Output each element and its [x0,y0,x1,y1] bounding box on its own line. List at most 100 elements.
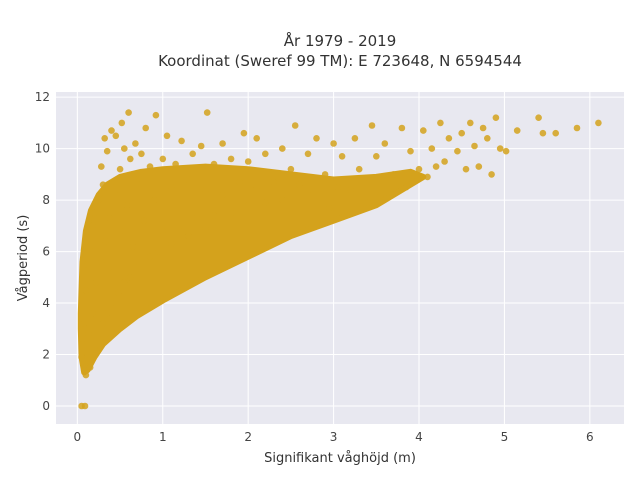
data-point [84,261,91,268]
data-point [398,124,406,132]
data-point [539,129,547,137]
data-point [168,240,175,248]
data-point [197,142,205,150]
data-point [159,155,167,163]
data-point [210,212,218,219]
y-tick-label: 2 [42,348,50,362]
data-point [98,258,105,266]
data-point [244,158,252,165]
data-point [210,160,218,168]
x-tick-label: 3 [330,430,338,444]
data-point [121,279,128,286]
data-point [296,181,303,188]
data-point [125,109,132,116]
data-point [95,196,102,204]
data-point [118,119,126,127]
data-point [129,243,137,250]
scatter-density-core [77,163,427,376]
data-point [415,165,423,173]
data-point [99,181,107,188]
data-point [326,204,333,212]
data-point [552,129,559,137]
data-point [79,335,86,343]
data-point [432,163,440,170]
data-point [219,140,226,147]
data-point [407,147,414,155]
data-point [108,299,115,307]
y-axis-title: Vågperiod (s) [16,215,31,302]
data-point [92,279,100,286]
data-point [101,135,108,142]
data-point [146,253,154,260]
data-point [513,127,521,134]
data-point [116,227,124,235]
data-point [82,371,90,379]
data-point [321,171,329,178]
data-point [219,191,226,199]
data-point [402,183,410,191]
data-point [484,135,491,142]
data-point [115,289,122,297]
data-point [240,129,248,137]
data-point [373,153,380,160]
data-point [227,209,235,217]
data-point [98,163,105,170]
data-point [377,191,384,199]
x-axis-title: Signifikant våghöjd (m) [264,451,416,466]
data-point [163,132,171,140]
data-point [91,346,98,353]
data-point [106,214,114,222]
data-point [262,150,269,158]
data-point [390,171,397,178]
data-point [112,132,120,140]
data-point [467,119,474,127]
data-point [502,147,510,155]
data-point [253,135,260,142]
data-point [95,330,102,338]
data-point [334,183,342,191]
data-point [89,310,96,317]
y-tick-label: 4 [42,296,50,310]
y-tick-label: 12 [35,90,50,104]
data-point [112,186,120,194]
chart-title-line-2: Koordinat (Sweref 99 TM): E 723648, N 65… [158,52,522,70]
data-point [89,222,96,230]
data-point [441,158,448,165]
x-tick-label: 6 [586,430,594,444]
data-point [347,186,355,194]
data-point [338,153,346,160]
data-point [185,176,192,183]
data-point [121,145,128,152]
data-point [146,163,154,170]
data-point [185,232,192,240]
data-point [82,286,90,294]
data-point [85,330,92,338]
data-point [150,196,158,204]
data-point [437,119,444,127]
data-point [99,320,107,327]
data-point [304,150,312,158]
x-tick-label: 0 [74,430,82,444]
data-point [127,274,134,281]
data-point [103,310,111,317]
x-tick-label: 1 [159,430,167,444]
data-point [496,145,504,152]
data-point [428,145,436,152]
data-point [381,140,389,147]
data-point [102,238,109,245]
data-point [236,178,243,186]
data-point [189,150,196,158]
data-point [109,268,117,276]
y-tick-label: 10 [35,142,50,156]
data-point [355,165,363,173]
data-point [573,124,581,132]
data-point [133,176,141,183]
x-tick-label: 5 [501,430,509,444]
data-point [270,178,278,186]
data-point [279,145,286,152]
y-tick-label: 6 [42,245,50,259]
data-point [127,155,134,163]
data-point [291,122,299,129]
y-tick-label: 0 [42,399,50,413]
